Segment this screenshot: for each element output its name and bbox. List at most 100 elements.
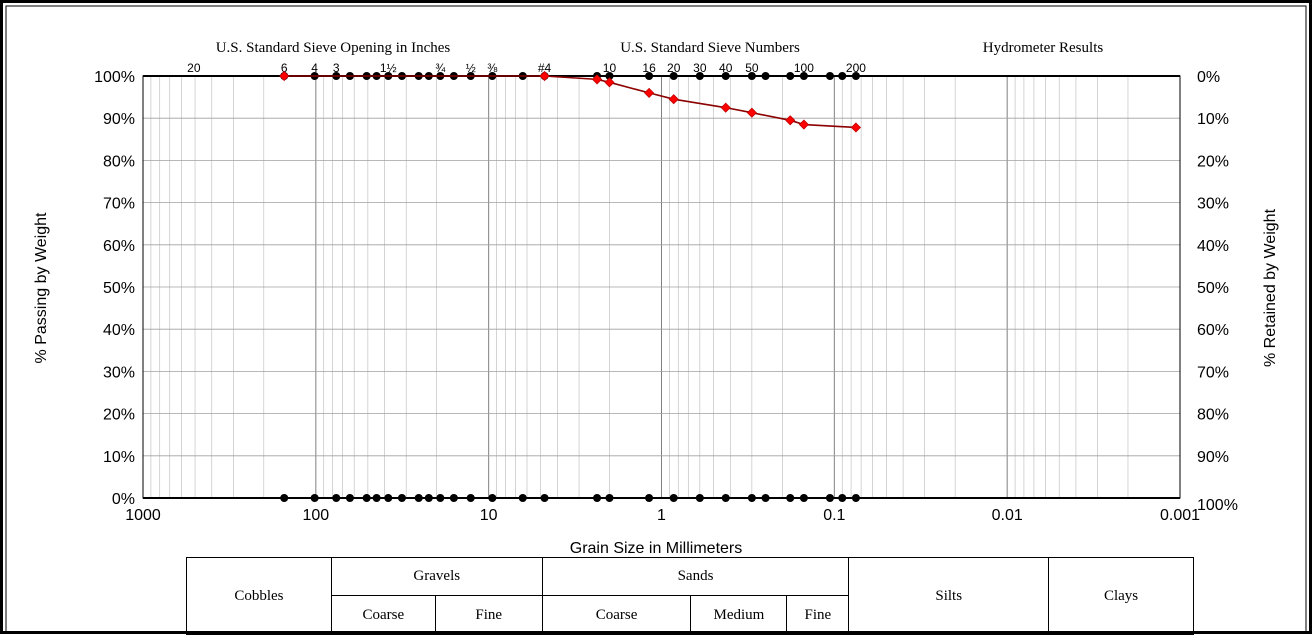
sieve-label: 4 [311,61,318,75]
sieve-marker-bottom [593,494,602,502]
y-tick-label-left: 50% [103,280,135,297]
sieve-marker-bottom [540,494,549,502]
sieve-marker-bottom [799,494,808,502]
sieve-label: ½ [466,61,476,75]
y-tick-label-right: 20% [1197,153,1229,170]
y-tick-label-right: 50% [1197,280,1229,297]
sieve-marker-bottom [761,494,770,502]
series-line [284,75,856,129]
sieve-marker-bottom [449,494,458,502]
sieve-marker-bottom [414,494,423,502]
sieve-marker-bottom [747,494,756,502]
data-point [720,102,731,113]
x-tick-label: 100 [302,507,329,524]
y-tick-label-left: 0% [112,491,135,508]
sieve-marker-bottom [488,494,497,502]
y-tick-label-right: 80% [1197,407,1229,424]
y-axis-label-right: % Retained by Weight [1262,208,1279,367]
sieve-marker-top [851,72,860,80]
sieve-label: 40 [719,61,733,75]
sieve-marker-bottom [669,494,678,502]
sieve-marker-top [669,72,678,80]
x-tick-label: 10 [480,507,498,524]
sand-coarse-cell: Coarse [541,595,692,635]
data-point [591,74,603,85]
x-tick-label: 0.1 [823,507,845,524]
data-point [539,70,550,82]
sieve-marker-bottom [362,494,371,502]
sieve-label: #4 [538,61,552,75]
top-header: U.S. Standard Sieve Numbers [620,40,800,56]
sieve-marker-bottom [332,494,341,502]
sieve-marker-bottom [518,494,527,502]
sieve-label: 100 [794,61,814,75]
sieve-marker-bottom [436,494,445,502]
sieve-label: 3 [333,61,340,75]
sieve-marker-bottom [310,494,319,502]
sieve-marker-bottom [838,494,847,502]
y-tick-label-left: 80% [103,153,135,170]
y-tick-label-left: 20% [103,407,135,424]
gravel-coarse-cell: Coarse [330,595,436,635]
sieve-marker-top [695,72,704,80]
data-point [746,107,757,118]
data-point [798,119,809,130]
sieve-marker-bottom [721,494,730,502]
y-tick-label-left: 70% [103,196,135,213]
sieve-marker-bottom [280,494,289,502]
sieve-label: 10 [603,61,617,75]
y-tick-label-right: 10% [1197,111,1229,128]
y-tick-label-right: 90% [1197,449,1229,466]
y-tick-label-right: 40% [1197,238,1229,255]
y-tick-label-left: 100% [94,69,135,86]
sieve-marker-bottom [825,494,834,502]
y-tick-label-right: 100% [1197,497,1238,514]
sieve-marker-bottom [372,494,381,502]
sieve-marker-top [721,72,730,80]
y-axis-label-left: % Passing by Weight [33,212,50,363]
sieve-marker-bottom [645,494,654,502]
top-header: U.S. Standard Sieve Opening in Inches [216,40,451,56]
sand-medium-cell: Medium [690,595,788,635]
silts-cell: Silts [848,557,1050,635]
soil-classification-table: Cobbles Gravels Sands Silts Clays Coarse… [186,557,1194,635]
data-point [668,94,679,105]
sieve-marker-top [799,72,808,80]
x-axis-label: Grain Size in Millimeters [570,540,742,557]
y-tick-label-left: 10% [103,449,135,466]
sieve-label: 20 [667,61,681,75]
sieve-marker-bottom [424,494,433,502]
sieve-marker-top [838,72,847,80]
sieve-marker-top [605,72,614,80]
data-point [279,70,290,82]
y-tick-label-right: 30% [1197,196,1229,213]
sieve-marker-top [645,72,654,80]
sieve-label: 6 [281,61,288,75]
sieve-label: 50 [745,61,759,75]
x-tick-label: 0.01 [992,507,1023,524]
sieve-marker-top [825,72,834,80]
sieve-marker-bottom [384,494,393,502]
y-tick-label-left: 90% [103,111,135,128]
gravels-cell: Gravels [330,557,543,596]
sieve-label: 16 [642,61,656,75]
sieve-marker-bottom [605,494,614,502]
sieve-marker-bottom [466,494,475,502]
y-tick-label-left: 60% [103,238,135,255]
sieve-marker-bottom [786,494,795,502]
sieve-marker-bottom [397,494,406,502]
x-tick-label: 0.001 [1160,507,1200,524]
sieve-marker-top [761,72,770,80]
cobbles-cell: Cobbles [186,557,332,635]
x-tick-label: 1000 [125,507,161,524]
sieve-label: ¾ [435,61,446,75]
gravel-fine-cell: Fine [434,595,543,635]
y-tick-label-right: 60% [1197,322,1229,339]
sieve-label: 200 [846,61,866,75]
sieve-label: 1½ [380,61,397,75]
y-tick-label-right: 0% [1197,69,1220,86]
sands-cell: Sands [541,557,850,596]
sieve-marker-top [747,72,756,80]
x-tick-label: 1 [657,507,666,524]
